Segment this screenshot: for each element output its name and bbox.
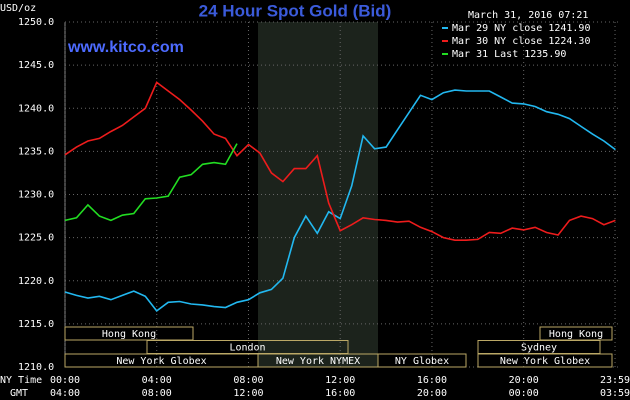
x-tick-label: 12:00 [325, 375, 355, 386]
x2-tick-label: 00:00 [509, 388, 539, 399]
x-tick-label: 04:00 [142, 375, 172, 386]
legend-label: Mar 29 NY close 1241.90 [452, 23, 590, 34]
y-tick-label: 1210.0 [18, 362, 54, 373]
market-box [64, 326, 194, 341]
y-tick-label: 1230.0 [18, 190, 54, 201]
market-label: New York NYMEX [276, 356, 360, 367]
x2-tick-label: 20:00 [417, 388, 447, 399]
market-label: NY Globex [395, 356, 449, 367]
chart-title: 24 Hour Spot Gold (Bid) [199, 1, 392, 20]
series-line [64, 81, 616, 241]
site: www.kitco.com [67, 39, 184, 56]
market-label: Hong Kong [102, 329, 156, 340]
x2-tick-label: 12:00 [233, 388, 263, 399]
series-line [64, 89, 616, 313]
y-tick-label: 1220.0 [18, 276, 54, 287]
y-tick-label: 1250.0 [18, 17, 54, 28]
market-box [477, 353, 613, 368]
x-tick-label: 08:00 [233, 375, 263, 386]
market-label: London [229, 343, 265, 354]
timestamp: March 31, 2016 07:21 [468, 10, 588, 21]
x-tick-label: 20:00 [509, 375, 539, 386]
legend-label: Mar 31 Last 1235.90 [452, 49, 566, 60]
x2-axis-label: GMT [10, 388, 28, 399]
x2-tick-label: 08:00 [142, 388, 172, 399]
y-tick-label: 1215.0 [18, 319, 54, 330]
market-label: Sydney [521, 343, 557, 354]
series-line [64, 143, 238, 222]
x2-tick-label: 04:00 [50, 388, 80, 399]
x2-tick-label: 16:00 [325, 388, 355, 399]
y-axis-label: USD/oz [0, 3, 36, 14]
x-tick-label: 23:59 [600, 375, 630, 386]
market-label: New York Globex [500, 356, 590, 367]
market-label: New York Globex [116, 356, 206, 367]
x2-tick-label: 03:59 [600, 388, 630, 399]
y-tick-label: 1235.0 [18, 146, 54, 157]
y-tick-label: 1245.0 [18, 60, 54, 71]
market-box [377, 353, 467, 368]
y-tick-label: 1240.0 [18, 103, 54, 114]
x-tick-label: 16:00 [417, 375, 447, 386]
market-label: Hong Kong [549, 329, 603, 340]
x-tick-label: 00:00 [50, 375, 80, 386]
legend-label: Mar 30 NY close 1224.30 [452, 36, 590, 47]
x-axis-label: NY Time [0, 375, 42, 386]
y-tick-label: 1225.0 [18, 233, 54, 244]
